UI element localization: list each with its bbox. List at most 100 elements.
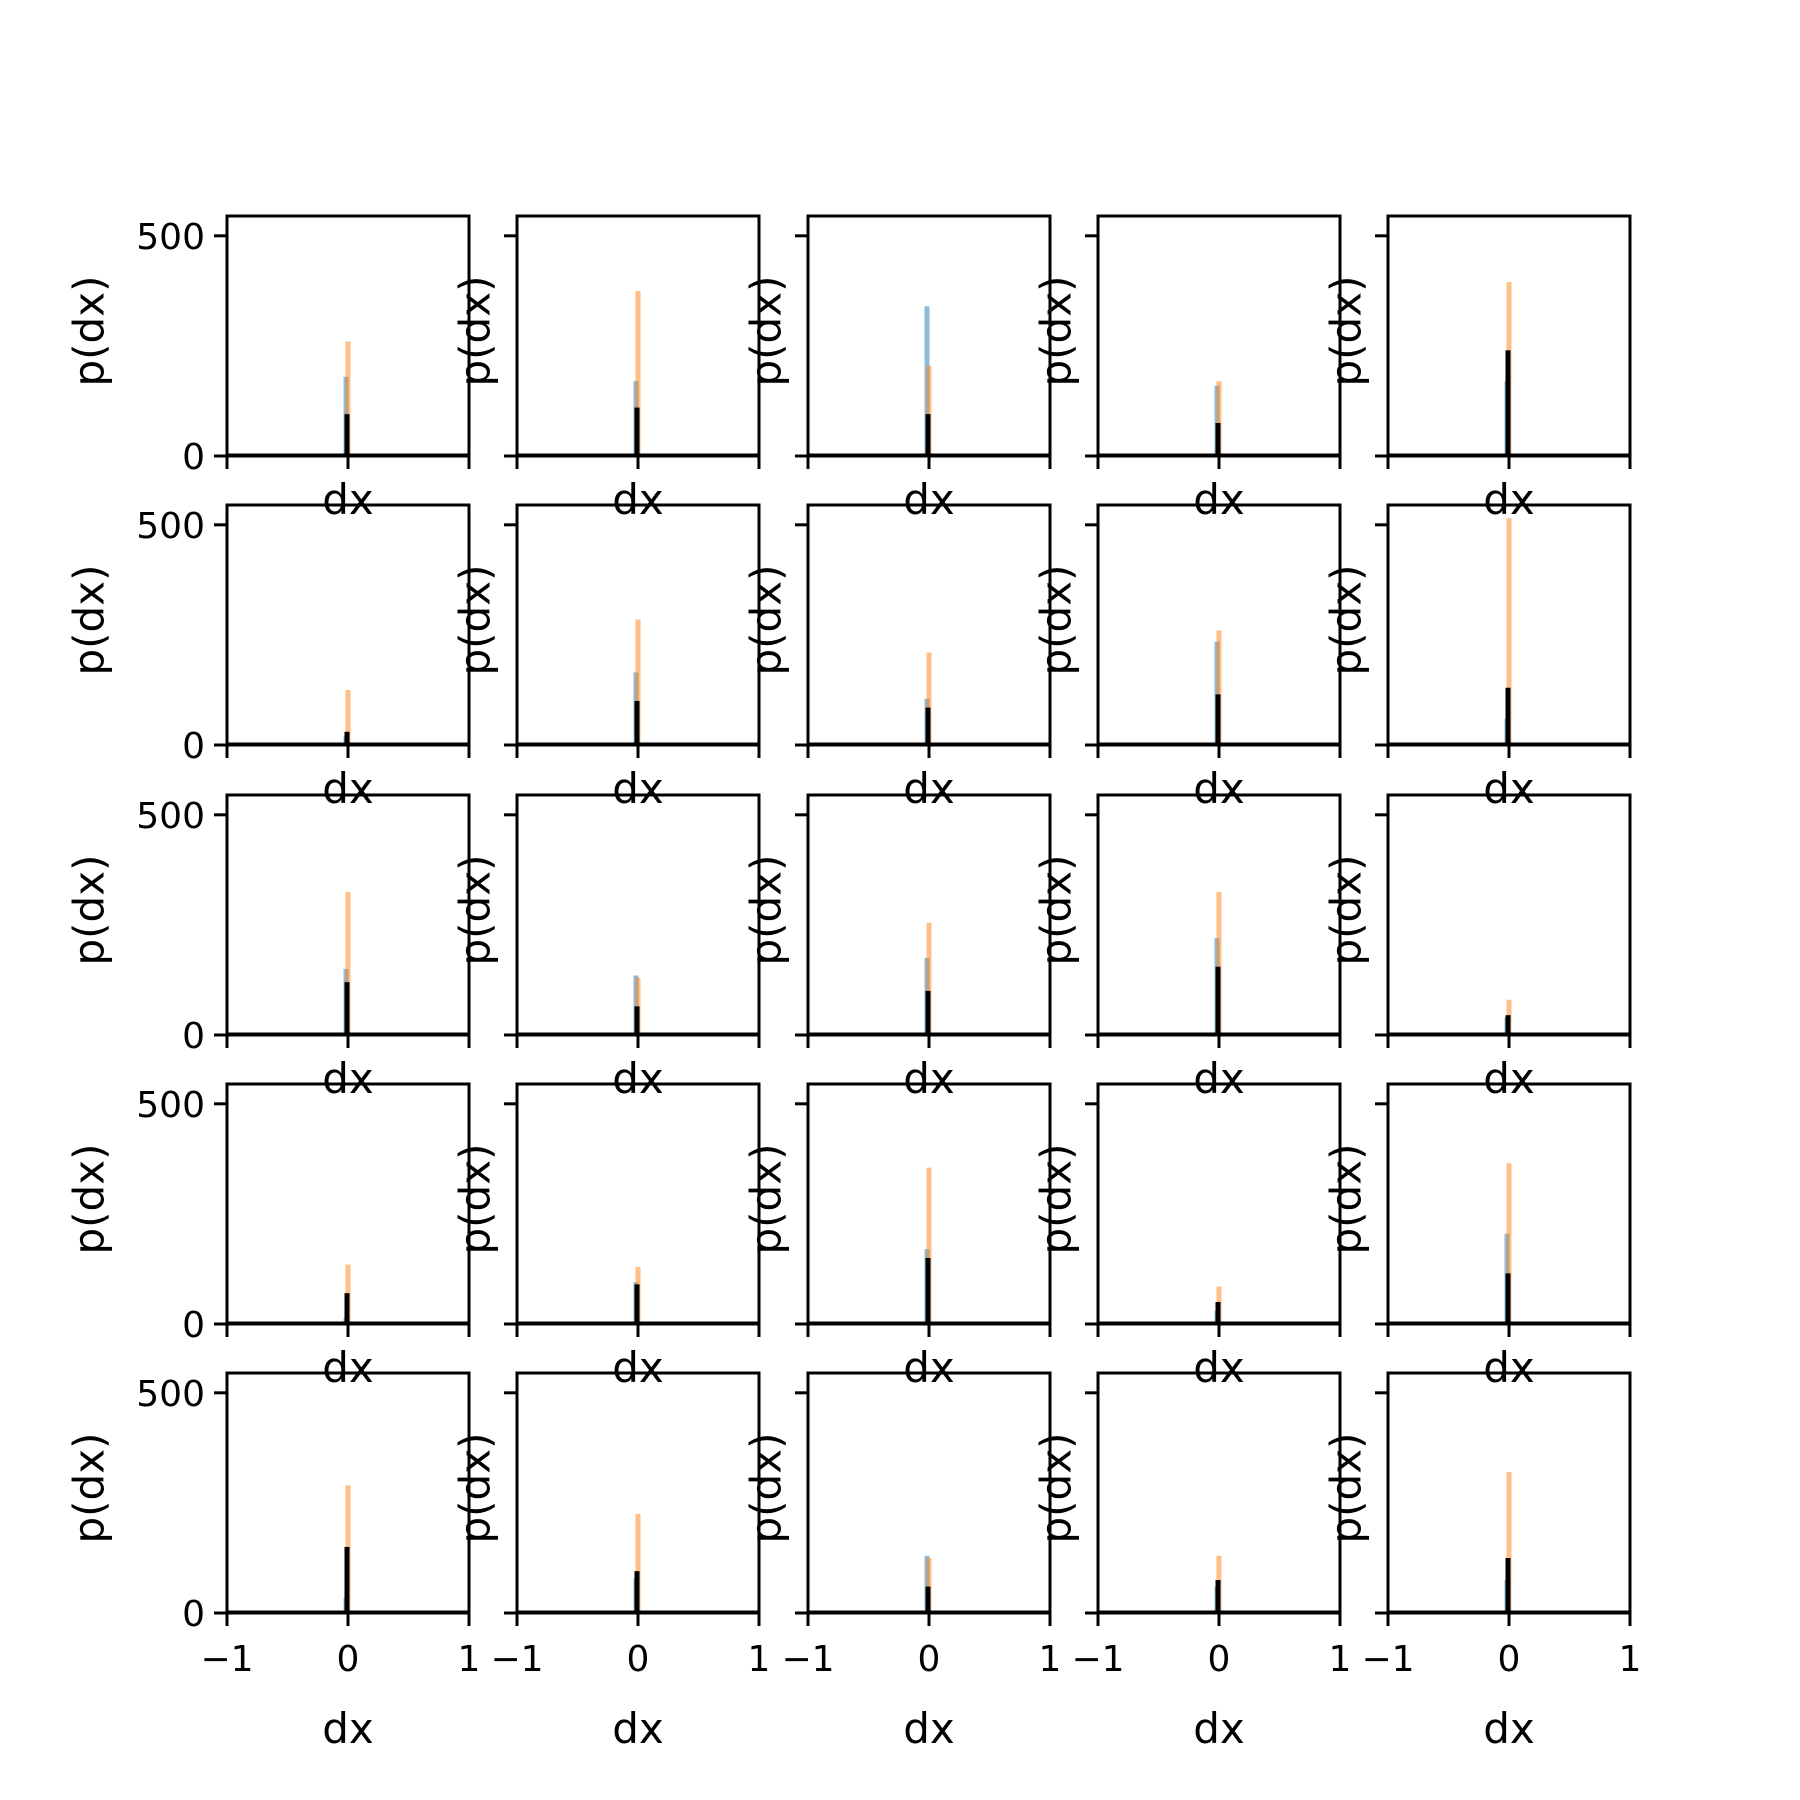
bar-orange-r0-c2 bbox=[926, 365, 932, 456]
y-axis-label: p(dx) bbox=[65, 276, 114, 387]
y-axis-label: p(dx) bbox=[65, 1144, 114, 1255]
bar-black-r0-c1 bbox=[634, 407, 640, 456]
x-tick-label: −1 bbox=[490, 1639, 543, 1680]
y-tick-label: 500 bbox=[136, 796, 205, 837]
x-axis-label: dx bbox=[612, 475, 664, 524]
x-axis-label: dx bbox=[612, 1054, 664, 1103]
subplot-r4-c1: −1 0 1 p(dx) bbox=[451, 1371, 770, 1680]
y-tick-label: 0 bbox=[182, 726, 205, 767]
x-axis-label: dx bbox=[1193, 1704, 1245, 1753]
subplot-r3-c2: p(dx) bbox=[742, 1082, 1052, 1337]
y-tick-label: 500 bbox=[136, 1085, 205, 1126]
subplot-r2-c1: p(dx) bbox=[451, 793, 761, 1048]
y-axis-label: p(dx) bbox=[65, 1433, 114, 1544]
x-axis-label: dx bbox=[903, 1704, 955, 1753]
y-axis-label: p(dx) bbox=[65, 565, 114, 676]
subplot-r0-c1: p(dx) bbox=[451, 214, 761, 469]
bar-black-r1-c0 bbox=[344, 731, 350, 745]
bar-orange-r3-c2 bbox=[926, 1167, 932, 1324]
bar-black-r2-c1 bbox=[634, 1006, 640, 1035]
x-axis-label: dx bbox=[903, 1054, 955, 1103]
y-axis-label: p(dx) bbox=[742, 1433, 791, 1544]
y-axis-label: p(dx) bbox=[1322, 1144, 1371, 1255]
y-axis-label: p(dx) bbox=[1322, 855, 1371, 966]
bar-orange-r4-c1 bbox=[635, 1513, 641, 1613]
bar-black-r3-c2 bbox=[925, 1257, 931, 1324]
x-axis-label: dx bbox=[1193, 764, 1245, 813]
y-tick-label: 500 bbox=[136, 217, 205, 258]
x-axis-label: dx bbox=[612, 1343, 664, 1392]
subplot-r1-c3: p(dx) bbox=[1032, 503, 1342, 758]
bar-black-r4-c0 bbox=[344, 1546, 350, 1613]
y-tick-label: 500 bbox=[136, 506, 205, 547]
x-tick-label: 0 bbox=[337, 1639, 360, 1680]
x-tick-label: 1 bbox=[1039, 1639, 1062, 1680]
y-tick-label: 0 bbox=[182, 437, 205, 478]
subplot-r2-c3: p(dx) bbox=[1032, 793, 1342, 1048]
subplot-r4-c4: −1 0 1 p(dx) bbox=[1322, 1371, 1641, 1680]
x-tick-label: −1 bbox=[1361, 1639, 1414, 1680]
bar-black-r1-c1 bbox=[634, 700, 640, 745]
subplot-r3-c0: 0 500 p(dx) bbox=[65, 1082, 471, 1346]
y-axis-label: p(dx) bbox=[1032, 565, 1081, 676]
bar-orange-r1-c4 bbox=[1506, 518, 1512, 745]
bar-black-r3-c1 bbox=[634, 1284, 640, 1324]
bar-orange-r2-c0 bbox=[345, 891, 351, 1035]
subplot-grid: 0 500 p(dx) p(dx) p(dx) p(dx) p(dx) 0 500 p(dx) p(… bbox=[65, 214, 1641, 1753]
bar-orange-r4-c2 bbox=[926, 1557, 932, 1613]
x-axis-label: dx bbox=[1483, 1054, 1535, 1103]
x-axis-label: dx bbox=[903, 475, 955, 524]
y-axis-label: p(dx) bbox=[1032, 855, 1081, 966]
subplot-r0-c3: p(dx) bbox=[1032, 214, 1342, 469]
x-axis-label: dx bbox=[1193, 1343, 1245, 1392]
y-axis-label: p(dx) bbox=[451, 1144, 500, 1255]
bar-orange-r0-c3 bbox=[1216, 381, 1222, 456]
x-axis-label: dx bbox=[322, 1054, 374, 1103]
bar-orange-r1-c0 bbox=[345, 689, 351, 745]
bar-black-r2-c2 bbox=[925, 990, 931, 1035]
bar-black-r1-c4 bbox=[1505, 687, 1511, 745]
subplot-r4-c2: −1 0 1 p(dx) bbox=[742, 1371, 1062, 1680]
bar-black-r3-c0 bbox=[344, 1293, 350, 1324]
subplot-r2-c4: p(dx) bbox=[1322, 793, 1632, 1048]
x-axis-label: dx bbox=[322, 1343, 374, 1392]
x-tick-label: 0 bbox=[1498, 1639, 1521, 1680]
subplot-r2-c2: p(dx) bbox=[742, 793, 1052, 1048]
y-axis-label: p(dx) bbox=[1032, 276, 1081, 387]
y-axis-label: p(dx) bbox=[451, 276, 500, 387]
y-axis-label: p(dx) bbox=[1322, 565, 1371, 676]
bar-orange-r1-c3 bbox=[1216, 630, 1222, 745]
y-axis-label: p(dx) bbox=[1032, 1433, 1081, 1544]
bar-orange-r1-c1 bbox=[635, 619, 641, 745]
x-tick-label: −1 bbox=[200, 1639, 253, 1680]
x-axis-label: dx bbox=[903, 1343, 955, 1392]
x-axis-label: dx bbox=[322, 1704, 374, 1753]
x-axis-label: dx bbox=[322, 475, 374, 524]
y-axis-label: p(dx) bbox=[742, 276, 791, 387]
subplot-r3-c3: p(dx) bbox=[1032, 1082, 1342, 1337]
x-axis-label: dx bbox=[1483, 1343, 1535, 1392]
x-axis-label: dx bbox=[612, 764, 664, 813]
x-tick-label: 1 bbox=[458, 1639, 481, 1680]
y-axis-label: p(dx) bbox=[1322, 1433, 1371, 1544]
subplot-r2-c0: 0 500 p(dx) bbox=[65, 793, 471, 1057]
subplot-r0-c4: p(dx) bbox=[1322, 214, 1632, 469]
subplot-r0-c2: p(dx) bbox=[742, 214, 1052, 469]
bar-black-r0-c0 bbox=[344, 414, 350, 456]
y-tick-label: 500 bbox=[136, 1374, 205, 1415]
bar-black-r2-c0 bbox=[344, 982, 350, 1035]
bar-black-r1-c3 bbox=[1215, 694, 1221, 745]
bar-black-r2-c3 bbox=[1215, 966, 1221, 1035]
x-tick-label: −1 bbox=[781, 1639, 834, 1680]
bar-orange-r2-c3 bbox=[1216, 891, 1222, 1035]
x-tick-label: 0 bbox=[627, 1639, 650, 1680]
bar-black-r4-c3 bbox=[1215, 1579, 1221, 1613]
y-axis-label: p(dx) bbox=[1322, 276, 1371, 387]
x-tick-label: 1 bbox=[1329, 1639, 1352, 1680]
y-axis-label: p(dx) bbox=[742, 565, 791, 676]
bar-orange-r2-c2 bbox=[926, 922, 932, 1035]
bar-black-r4-c2 bbox=[925, 1586, 931, 1613]
bar-black-r1-c2 bbox=[925, 707, 931, 745]
